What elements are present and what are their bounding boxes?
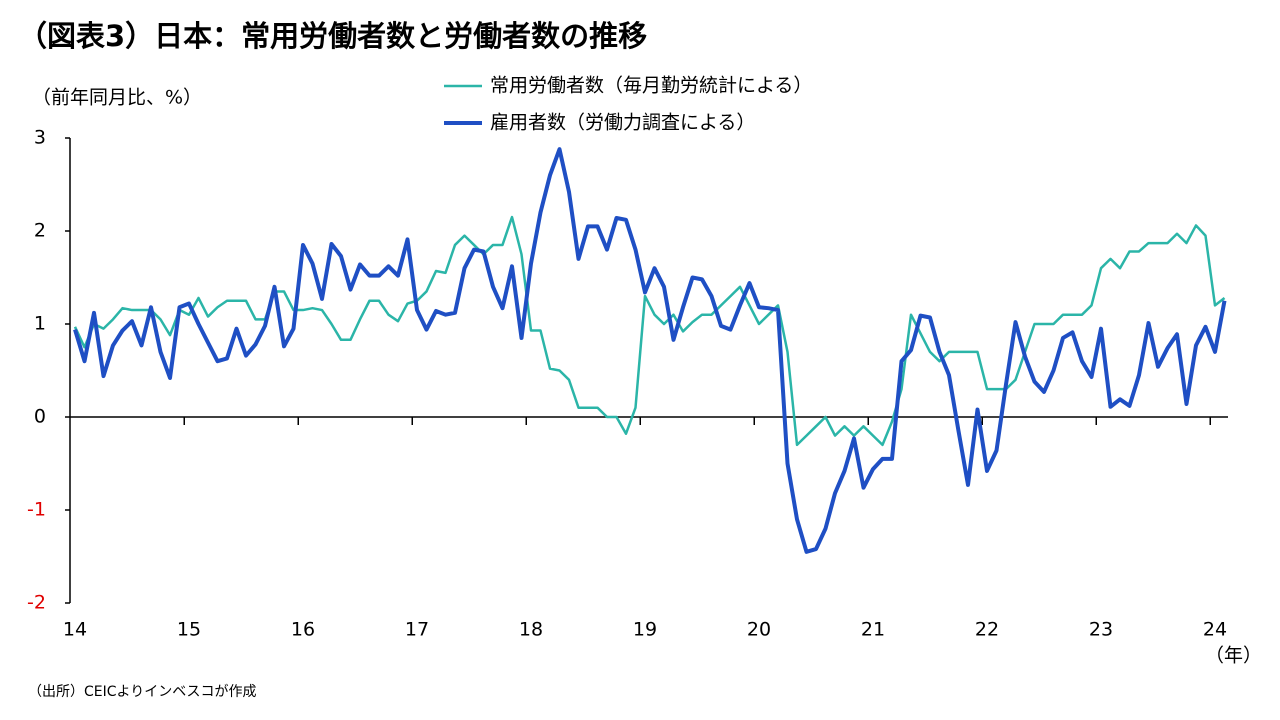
x-tick-label: 19: [633, 619, 657, 641]
y-tick-label: -2: [27, 592, 46, 614]
y-tick-label: 2: [34, 220, 46, 242]
legend-label: 常用労働者数（毎月勤労統計による）: [490, 75, 812, 97]
y-tick-label: 3: [34, 127, 46, 149]
x-tick-label: 20: [747, 619, 771, 641]
x-tick-label: 24: [1203, 619, 1227, 641]
x-tick-label: 16: [291, 619, 315, 641]
x-tick-label: 23: [1089, 619, 1113, 641]
x-tick-label: 21: [861, 619, 885, 641]
legend-label: 雇用者数（労働力調査による）: [490, 112, 755, 134]
source-note: （出所）CEICよりインベスコが作成: [28, 684, 257, 700]
chart-title: （図表3）日本：常用労働者数と労働者数の推移: [18, 19, 647, 53]
x-axis-label: （年）: [1205, 645, 1262, 667]
series-line: [73, 147, 1227, 554]
x-tick-label: 14: [63, 619, 87, 641]
x-tick-label: 18: [519, 619, 543, 641]
series-line: [73, 215, 1226, 447]
y-tick-label: 1: [34, 313, 46, 335]
x-tick-label: 22: [975, 619, 999, 641]
y-tick-label: 0: [34, 406, 46, 428]
x-tick-label: 17: [405, 619, 429, 641]
y-tick-label: -1: [27, 499, 46, 521]
x-tick-label: 15: [177, 619, 201, 641]
y-axis-label: （前年同月比、%）: [32, 87, 202, 109]
